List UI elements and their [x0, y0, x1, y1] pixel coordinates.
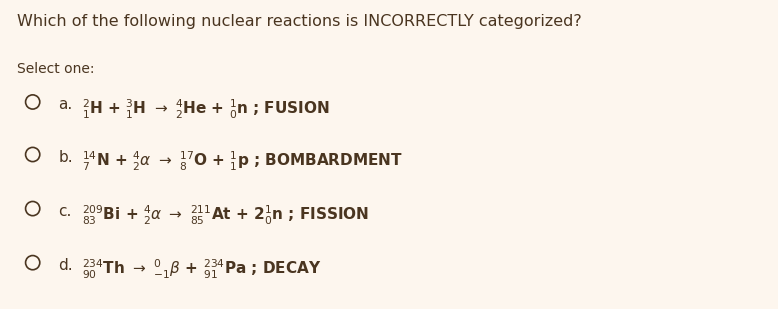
Text: b.: b. — [58, 150, 73, 165]
Text: Select one:: Select one: — [17, 62, 95, 76]
Text: $^{209}_{83}$Bi + $^{4}_{2}\alpha$ $\rightarrow$ $^{211}_{85}$At + 2$^{1}_{0}$n : $^{209}_{83}$Bi + $^{4}_{2}\alpha$ $\rig… — [82, 204, 369, 227]
Text: $^{14}_{7}$N + $^{4}_{2}\alpha$ $\rightarrow$ $^{17}_{8}$O + $^{1}_{1}$p ; BOMBA: $^{14}_{7}$N + $^{4}_{2}\alpha$ $\righta… — [82, 150, 403, 173]
Text: Which of the following nuclear reactions is INCORRECTLY categorized?: Which of the following nuclear reactions… — [17, 14, 582, 29]
Text: a.: a. — [58, 97, 72, 112]
Text: d.: d. — [58, 258, 73, 273]
Text: $^{234}_{90}$Th $\rightarrow$ $^{0}_{-1}\beta$ + $^{234}_{91}$Pa ; DECAY: $^{234}_{90}$Th $\rightarrow$ $^{0}_{-1}… — [82, 258, 321, 281]
Text: $^{2}_{1}$H + $^{3}_{1}$H $\rightarrow$ $^{4}_{2}$He + $^{1}_{0}$n ; FUSION: $^{2}_{1}$H + $^{3}_{1}$H $\rightarrow$ … — [82, 97, 329, 121]
Text: c.: c. — [58, 204, 72, 219]
